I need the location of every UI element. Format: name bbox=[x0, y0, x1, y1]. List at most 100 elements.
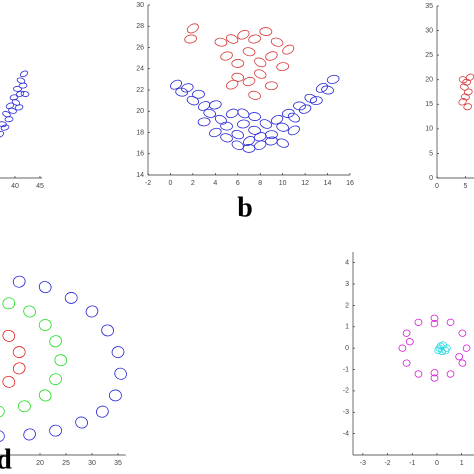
y-tick-label: 15 bbox=[425, 101, 433, 108]
x-tick-label: 35 bbox=[114, 460, 122, 467]
panel-label: b bbox=[237, 192, 253, 223]
y-tick-label: -3 bbox=[343, 409, 349, 416]
point bbox=[270, 37, 284, 47]
point bbox=[455, 353, 464, 361]
point bbox=[253, 132, 267, 142]
point bbox=[23, 428, 36, 441]
x-tick-label: 25 bbox=[62, 460, 70, 467]
point bbox=[430, 319, 439, 328]
point bbox=[64, 292, 78, 304]
point bbox=[248, 90, 261, 100]
point bbox=[442, 344, 451, 352]
point bbox=[114, 367, 127, 380]
point bbox=[405, 338, 414, 346]
point bbox=[192, 89, 205, 99]
point bbox=[14, 104, 24, 111]
point bbox=[49, 424, 62, 437]
y-tick-label: 1 bbox=[345, 324, 349, 331]
x-tick-label: 5 bbox=[464, 183, 468, 190]
point bbox=[20, 91, 30, 97]
y-tick-label: 4 bbox=[345, 260, 349, 267]
y-tick-label: 20 bbox=[136, 108, 144, 115]
point bbox=[13, 86, 22, 92]
y-tick-label: 26 bbox=[136, 44, 144, 51]
point bbox=[0, 405, 5, 418]
point bbox=[18, 82, 28, 89]
y-tick-label: 25 bbox=[425, 52, 433, 59]
point bbox=[75, 416, 88, 429]
x-tick-label: 10 bbox=[279, 180, 287, 187]
x-tick-label: 12 bbox=[301, 180, 309, 187]
point bbox=[15, 90, 25, 98]
x-tick-label: 6 bbox=[236, 180, 240, 187]
point bbox=[321, 85, 334, 95]
x-tick-label: 14 bbox=[324, 180, 332, 187]
y-tick-label: 24 bbox=[136, 66, 144, 73]
point bbox=[248, 34, 261, 44]
point bbox=[49, 373, 62, 386]
y-tick-label: -4 bbox=[343, 430, 349, 437]
point bbox=[209, 127, 222, 138]
point bbox=[231, 59, 245, 68]
x-tick-label: 20 bbox=[36, 460, 44, 467]
y-tick-label: 10 bbox=[425, 126, 433, 133]
point bbox=[12, 346, 26, 358]
point bbox=[12, 275, 26, 288]
point bbox=[208, 100, 222, 110]
x-tick-label: -3 bbox=[360, 460, 366, 467]
point bbox=[203, 108, 217, 118]
point bbox=[0, 130, 5, 138]
point bbox=[287, 112, 300, 123]
point bbox=[85, 305, 99, 318]
y-tick-label: 35 bbox=[425, 3, 433, 10]
point bbox=[11, 99, 21, 106]
x-tick-label: 16 bbox=[346, 180, 354, 187]
point bbox=[54, 354, 68, 367]
x-tick-label: 1 bbox=[460, 460, 464, 467]
point bbox=[398, 344, 407, 352]
x-tick-label: 4 bbox=[213, 180, 217, 187]
point bbox=[0, 121, 7, 128]
x-tick-label: 0 bbox=[168, 180, 172, 187]
point bbox=[231, 130, 245, 140]
point bbox=[254, 57, 267, 68]
x-tick-label: -2 bbox=[145, 180, 151, 187]
point bbox=[220, 51, 233, 61]
point bbox=[265, 130, 278, 140]
point bbox=[282, 44, 295, 55]
point bbox=[259, 119, 272, 129]
point bbox=[220, 121, 233, 131]
point bbox=[225, 108, 239, 119]
point bbox=[111, 346, 125, 359]
point bbox=[248, 112, 261, 121]
point bbox=[446, 318, 455, 326]
point bbox=[16, 77, 26, 84]
y-tick-label: 18 bbox=[136, 129, 144, 136]
y-tick-label: 16 bbox=[136, 151, 144, 158]
point bbox=[181, 83, 194, 93]
point bbox=[220, 133, 233, 143]
point bbox=[458, 329, 467, 337]
y-tick-label: 3 bbox=[345, 281, 349, 288]
y-tick-label: 2 bbox=[345, 302, 349, 309]
point bbox=[287, 125, 300, 136]
point bbox=[186, 23, 199, 34]
point bbox=[186, 95, 200, 106]
point bbox=[458, 76, 468, 84]
point bbox=[170, 79, 183, 90]
point bbox=[326, 74, 340, 84]
y-tick-label: 30 bbox=[136, 2, 144, 9]
point bbox=[197, 117, 211, 127]
point bbox=[49, 335, 62, 348]
point bbox=[19, 70, 29, 78]
point bbox=[96, 405, 109, 418]
point bbox=[436, 342, 445, 350]
x-tick-label: 0 bbox=[435, 183, 439, 190]
point bbox=[460, 83, 469, 91]
point bbox=[402, 329, 411, 337]
point bbox=[315, 82, 328, 93]
point bbox=[458, 359, 467, 367]
point bbox=[2, 111, 11, 118]
point bbox=[0, 124, 10, 131]
